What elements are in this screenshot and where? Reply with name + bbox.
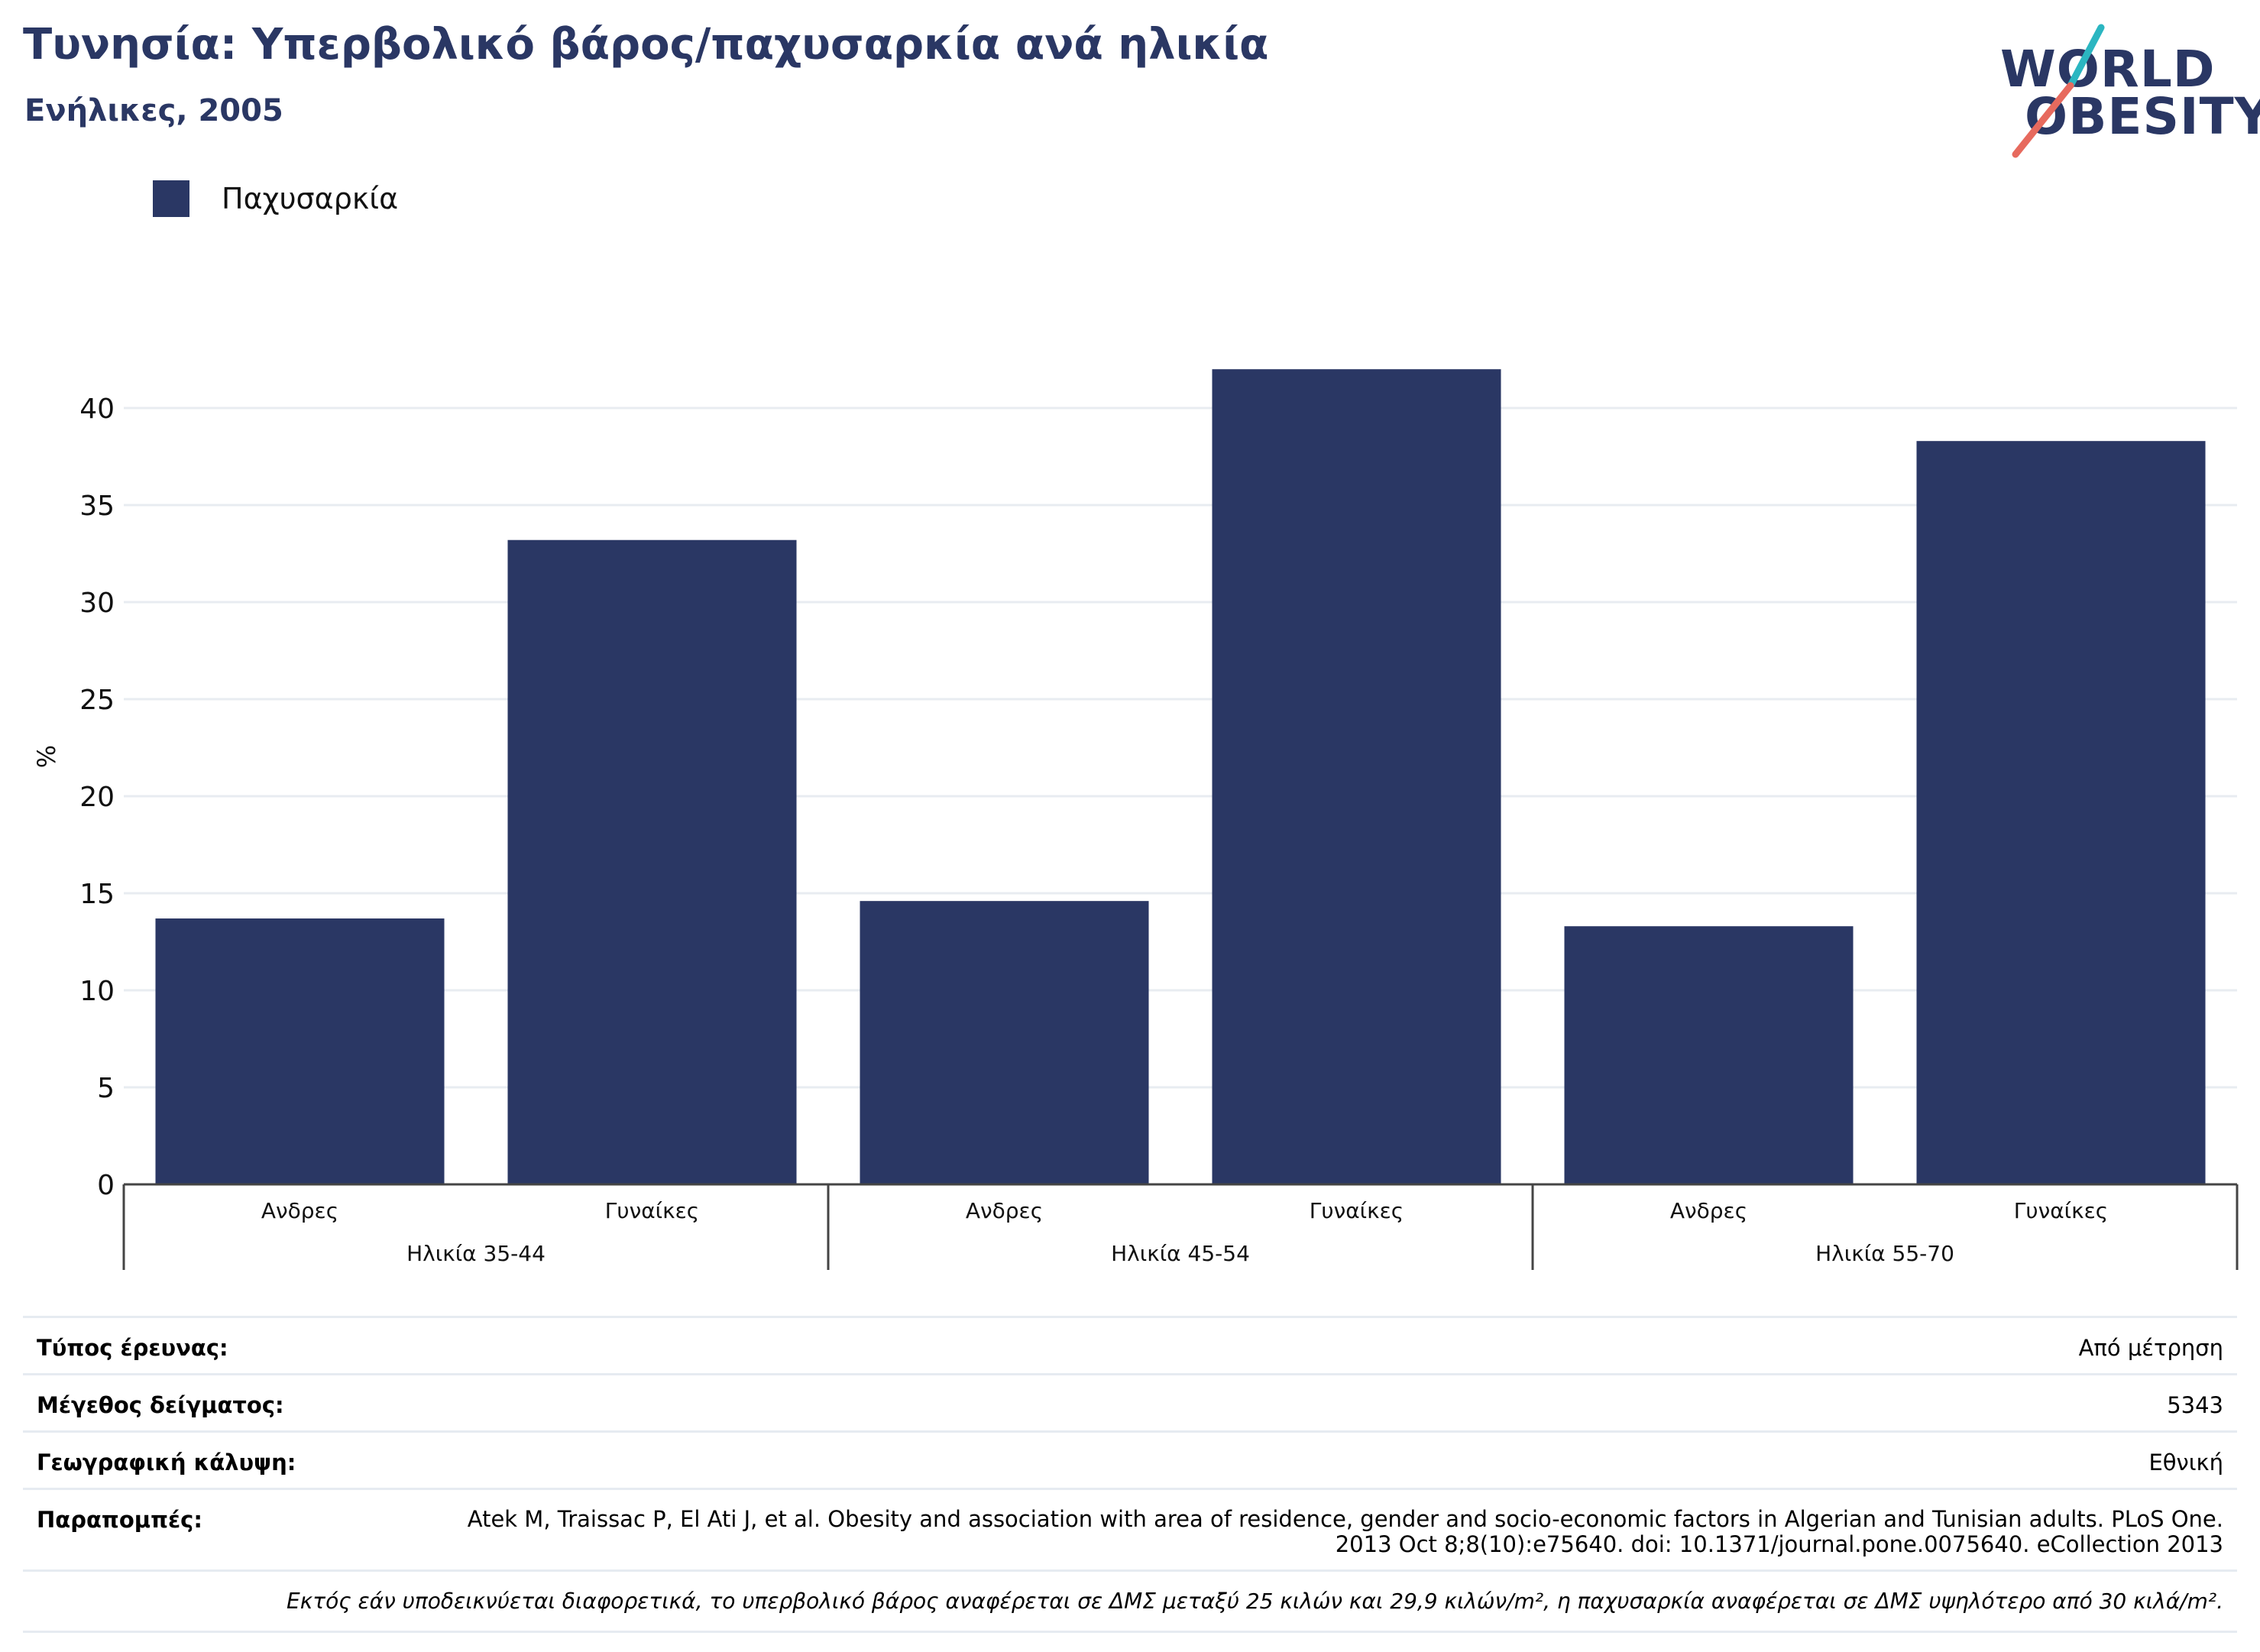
chart-title: Τυνησία: Υπερβολικό βάρος/παχυσαρκία ανά… (23, 20, 1269, 70)
chart-subtitle: Ενήλικες, 2005 (24, 93, 283, 128)
info-value: Από μέτρηση (2078, 1335, 2223, 1361)
y-axis-label: % (32, 745, 61, 768)
info-key: Μέγεθος δείγματος: (37, 1392, 284, 1418)
bar (507, 539, 797, 1184)
y-tick-label: 40 (79, 394, 115, 425)
legend: Παχυσαρκία (153, 180, 398, 217)
x-category-label: Ανδρες (1670, 1198, 1747, 1223)
x-group-label: Ηλικία 45-54 (1111, 1241, 1250, 1266)
bmi-footnote: Εκτός εάν υποδεικνύεται διαφορετικά, το … (23, 1569, 2237, 1633)
info-value: Εθνική (2148, 1450, 2223, 1475)
bar-chart: 0 5 10 15 20 25 30 35 40% Ανδρες Γυναίκες Ηλικία 35… (32, 369, 2239, 1270)
x-category-label: Ανδρες (261, 1198, 338, 1223)
bar (155, 918, 445, 1184)
info-key: Τύπος έρευνας: (37, 1335, 228, 1361)
legend-swatch (153, 180, 189, 217)
bar (1916, 441, 2206, 1184)
y-tick-label: 20 (79, 782, 115, 813)
y-tick-label: 35 (79, 491, 115, 522)
info-row-references: Παραπομπές: Atek M, Traissac P, El Ati J… (23, 1488, 2237, 1569)
y-tick-label: 10 (79, 976, 115, 1007)
logo-slash-icon (2012, 24, 2105, 158)
y-tick-label: 30 (79, 588, 115, 619)
x-category-label: Γυναίκες (605, 1198, 699, 1223)
info-key: Γεωγραφική κάλυψη: (37, 1450, 296, 1475)
y-tick-label: 25 (79, 685, 115, 716)
info-row-survey-type: Τύπος έρευνας: Από μέτρηση (23, 1316, 2237, 1373)
info-row-coverage: Γεωγραφική κάλυψη: Εθνική (23, 1430, 2237, 1488)
bar (1564, 926, 1854, 1184)
y-tick-label: 15 (79, 879, 115, 910)
info-value: Atek M, Traissac P, El Ati J, et al. Obe… (467, 1506, 2223, 1557)
legend-label: Παχυσαρκία (222, 182, 399, 215)
bar (1212, 369, 1501, 1185)
info-value: 5343 (2167, 1392, 2223, 1418)
x-group-label: Ηλικία 55-70 (1815, 1241, 1954, 1266)
bar (860, 901, 1149, 1184)
y-tick-label: 0 (97, 1170, 115, 1201)
x-category-label: Γυναίκες (2014, 1198, 2108, 1223)
logo-text-world: WORLD (2000, 40, 2216, 99)
info-key: Παραπομπές: (37, 1507, 202, 1533)
x-group-label: Ηλικία 35-44 (406, 1241, 546, 1266)
y-tick-label: 5 (97, 1073, 115, 1104)
x-category-label: Ανδρες (966, 1198, 1043, 1223)
info-row-sample-size: Μέγεθος δείγματος: 5343 (23, 1373, 2237, 1430)
info-table: Τύπος έρευνας: Από μέτρηση Μέγεθος δείγμ… (23, 1316, 2237, 1633)
x-category-label: Γυναίκες (1310, 1198, 1404, 1223)
world-obesity-logo: WORLD OBESITY (1994, 23, 2260, 160)
